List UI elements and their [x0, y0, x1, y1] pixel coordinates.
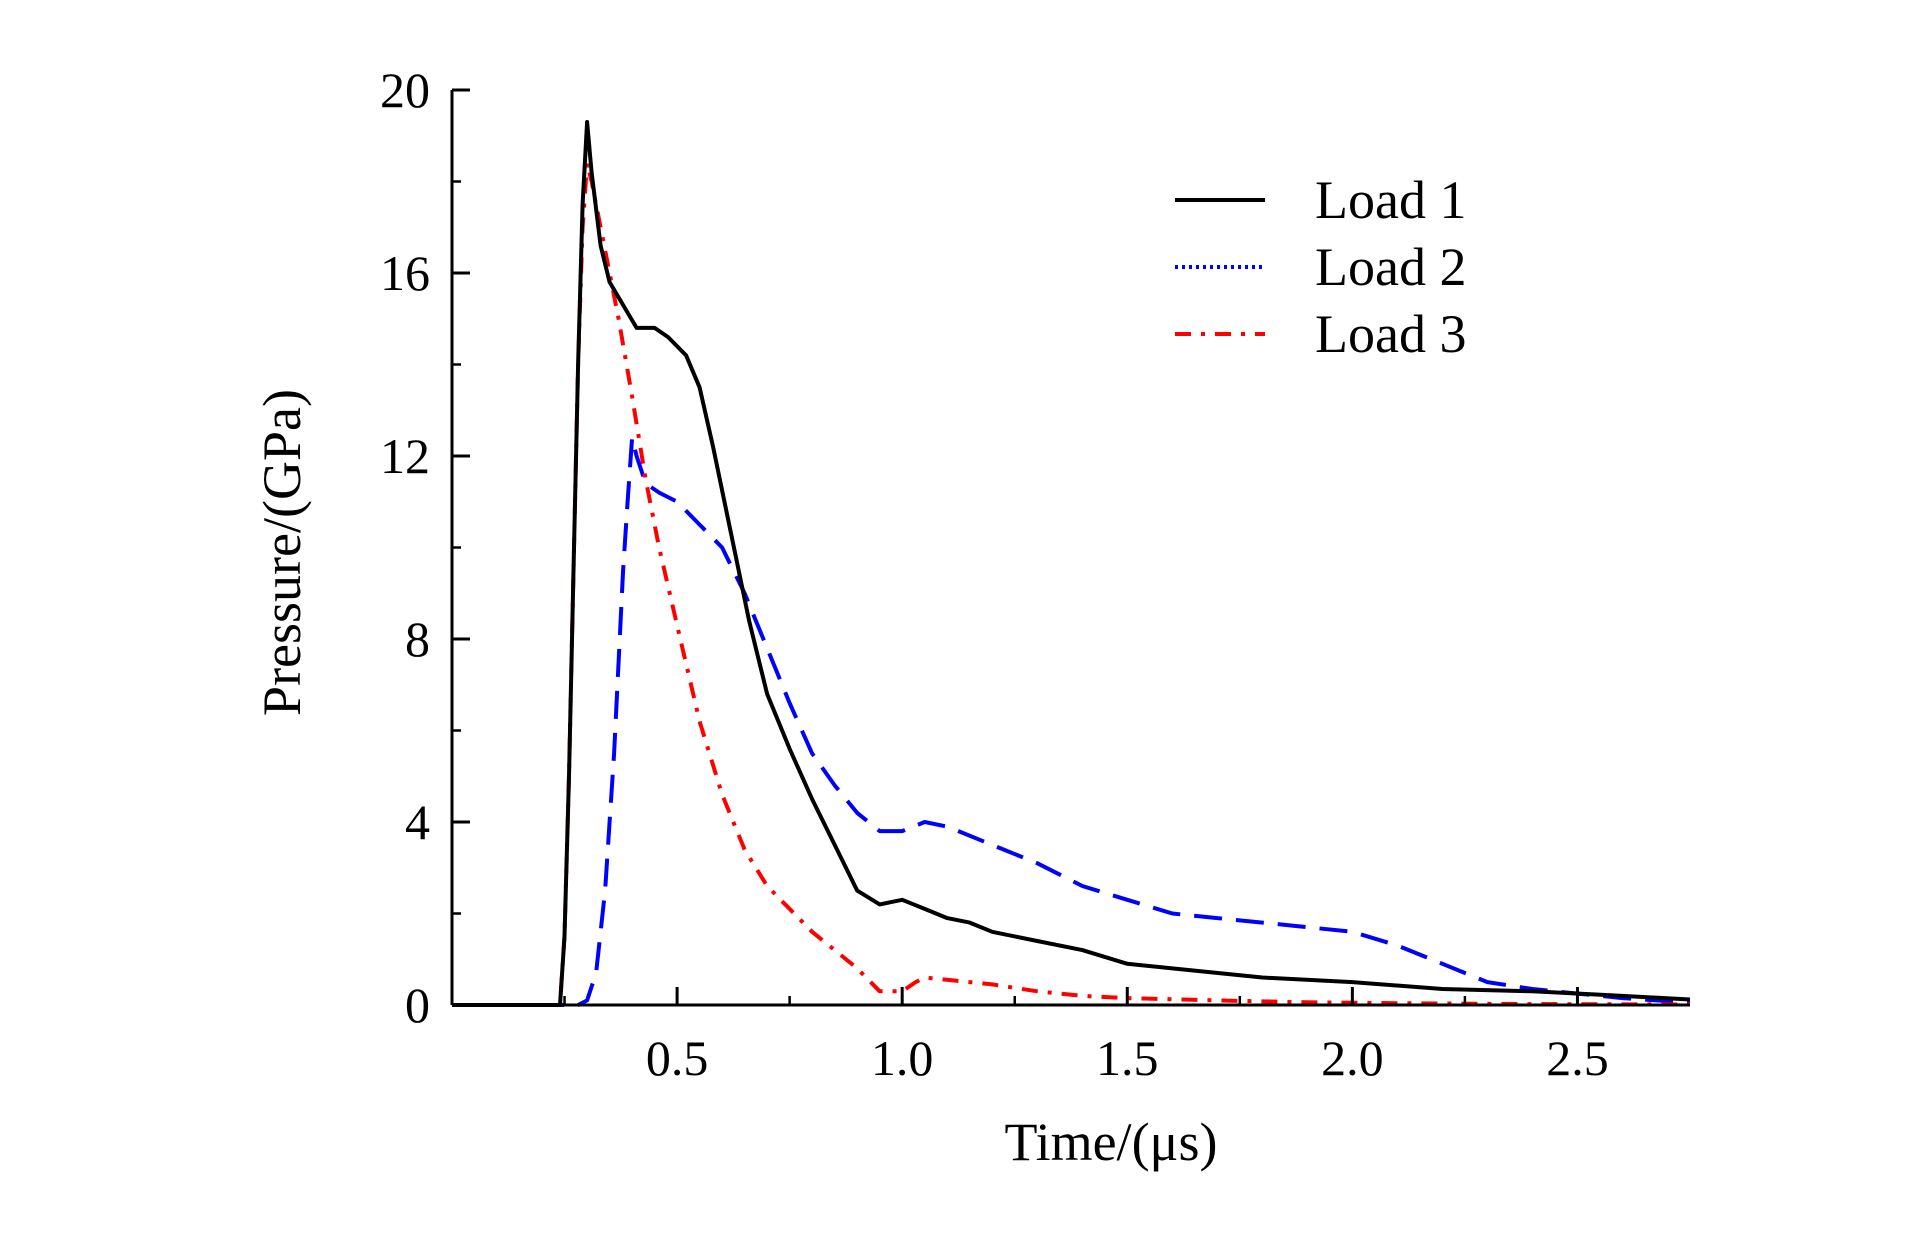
x-tick-label: 1.5: [1096, 1030, 1159, 1086]
y-axis-title: Pressure/(GPa): [252, 389, 312, 716]
y-tick-label: 16: [380, 245, 430, 301]
legend-label-load-1: Load 1: [1315, 170, 1466, 230]
x-tick-label: 2.5: [1546, 1030, 1609, 1086]
y-tick-label: 20: [380, 62, 430, 118]
y-tick-label: 0: [405, 977, 430, 1033]
series-line-load-2: [452, 435, 1691, 1007]
y-tick-label: 12: [380, 428, 430, 484]
legend: Load 1 Load 2 Load 3: [1175, 170, 1466, 364]
y-tick-label: 8: [405, 611, 430, 667]
x-tick-label: 0.5: [646, 1030, 709, 1086]
legend-label-load-2: Load 2: [1315, 237, 1466, 297]
x-tick-label: 1.0: [871, 1030, 934, 1086]
x-axis-title: Time/(μs): [1005, 1112, 1218, 1172]
y-tick-label: 4: [405, 794, 430, 850]
series-layer: [452, 120, 1691, 1007]
series-line-load-3: [452, 161, 1691, 1007]
x-tick-label: 2.0: [1321, 1030, 1384, 1086]
legend-label-load-3: Load 3: [1315, 304, 1466, 364]
axes-layer: 0 4 8 12 16 20 0.5 1.0 1.5 2.0 2.5: [380, 62, 1690, 1086]
series-line-load-1: [452, 120, 1691, 1007]
